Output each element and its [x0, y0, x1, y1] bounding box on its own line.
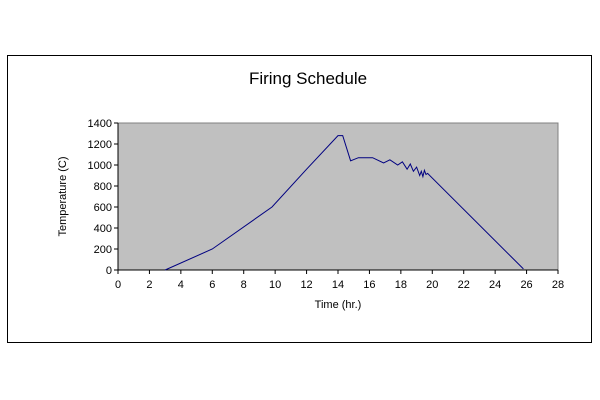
chart-frame: Firing Schedule 0 200 400 600 800 1000 1200 140…: [7, 55, 592, 343]
y-tick-label: 1400: [88, 118, 112, 130]
x-tick-label: 0: [115, 279, 121, 291]
x-axis-label: Time (hr.): [315, 299, 362, 311]
chart-title: Firing Schedule: [249, 69, 367, 88]
y-tick-label: 200: [94, 244, 112, 256]
x-tick-label: 6: [209, 279, 215, 291]
x-tick-label: 28: [552, 279, 564, 291]
x-tick-label: 14: [332, 279, 344, 291]
x-tick-label: 18: [395, 279, 407, 291]
y-tick-label: 800: [94, 181, 112, 193]
y-axis-label: Temperature (C): [57, 156, 69, 236]
plot-area: [117, 122, 559, 271]
y-tick-label: 600: [94, 202, 112, 214]
y-tick-label: 400: [94, 223, 112, 235]
x-tick-label: 22: [458, 279, 470, 291]
x-tick-label: 26: [520, 279, 532, 291]
x-tick-label: 2: [146, 279, 152, 291]
x-tick-label: 24: [489, 279, 501, 291]
x-tick-label: 12: [300, 279, 312, 291]
x-tick-label: 20: [426, 279, 438, 291]
chart-svg: Firing Schedule 020040060080010001200140…: [57, 69, 565, 311]
y-tick-label: 1200: [88, 139, 112, 151]
x-tick-label: 4: [178, 279, 184, 291]
x-tick-label: 16: [363, 279, 375, 291]
x-tick-label: 10: [269, 279, 281, 291]
line-layer: [164, 135, 524, 271]
x-tick-label: 8: [241, 279, 247, 291]
series-line: [164, 135, 524, 271]
y-tick-label: 1000: [88, 160, 112, 172]
y-tick-label: 0: [106, 265, 112, 277]
